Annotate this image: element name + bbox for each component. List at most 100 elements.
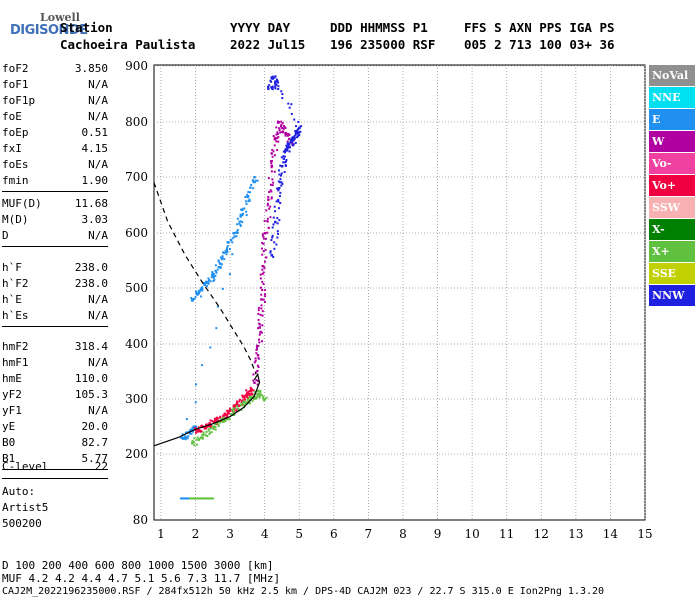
trace-point: [280, 156, 283, 159]
trace-point: [248, 198, 251, 201]
trace-point: [292, 139, 295, 142]
trace-point: [278, 169, 281, 172]
trace-point: [254, 179, 257, 182]
trace-point: [279, 174, 282, 177]
param-label: h`E: [2, 293, 22, 306]
x-tick-label: 6: [330, 527, 338, 541]
trace-point: [214, 423, 217, 426]
trace-point: [287, 143, 291, 146]
trace-point: [226, 250, 229, 253]
trace-point: [209, 346, 212, 349]
trace-point: [276, 132, 279, 135]
trace-point: [285, 158, 288, 161]
trace-point: [275, 78, 278, 81]
trace-point: [201, 437, 204, 440]
trace-point: [261, 314, 264, 317]
trace-point: [200, 295, 203, 298]
param-row-fmin: fmin 1.90: [2, 174, 108, 190]
legend-item-nnw: NNW: [649, 285, 695, 306]
param-value: N/A: [88, 78, 108, 91]
legend-item-vo: Vo+: [649, 175, 695, 196]
trace-point: [228, 407, 231, 410]
trace-point: [258, 333, 261, 336]
trace-point: [282, 155, 285, 158]
trace-point: [284, 151, 287, 154]
trace-point: [251, 393, 254, 396]
profile-curve: [153, 372, 261, 447]
trace-point: [233, 404, 236, 407]
trace-point: [298, 133, 301, 136]
trace-point: [284, 126, 287, 129]
trace-point: [265, 209, 268, 212]
trace-point: [252, 397, 255, 400]
param-value: 3.850: [74, 62, 108, 75]
trace-point: [235, 235, 238, 238]
y-tick-label: 200: [125, 447, 148, 461]
trace-point: [294, 141, 297, 144]
trace-point: [279, 202, 282, 205]
trace-point: [274, 210, 277, 213]
trace-point: [277, 136, 280, 139]
param-separator: [2, 478, 108, 479]
trace-point: [214, 274, 217, 277]
param-label: foE: [2, 110, 22, 123]
trace-point: [228, 418, 231, 421]
trace-point: [269, 160, 272, 163]
trace-point: [231, 237, 234, 240]
trace-point: [263, 260, 266, 263]
trace-point: [275, 126, 278, 129]
trace-point: [190, 497, 193, 500]
trace-point: [275, 140, 278, 143]
param-value: 5.77: [81, 452, 109, 465]
trace-point: [291, 144, 294, 147]
trace-point: [262, 237, 265, 240]
trace-point: [264, 248, 267, 251]
trace-point: [249, 392, 252, 395]
trace-point: [288, 150, 291, 153]
trace-point: [222, 251, 225, 254]
trace-point: [287, 132, 290, 135]
trace-point: [259, 273, 262, 276]
trace-point: [290, 103, 293, 106]
trace-point: [278, 195, 281, 198]
param-row-hme: hmE 110.0: [2, 372, 108, 388]
trace-point: [279, 131, 282, 134]
trace-point: [267, 195, 270, 198]
trace-point: [283, 170, 286, 173]
trace-point: [197, 497, 200, 500]
trace-point: [268, 84, 271, 87]
trace-point: [245, 210, 248, 213]
trace-point: [290, 112, 293, 115]
trace-point: [212, 428, 215, 431]
trace-point: [180, 497, 183, 500]
trace-point: [209, 427, 212, 430]
trace-point: [274, 80, 277, 83]
trace-point: [183, 436, 186, 439]
trace-point: [232, 406, 235, 409]
param-value: 318.4: [74, 340, 108, 353]
trace-point: [239, 223, 242, 226]
trace-point: [184, 497, 187, 500]
trace-point: [246, 391, 249, 394]
trace-point: [210, 431, 213, 434]
trace-point: [205, 434, 208, 437]
logo-digisonde-text: DIGISONDE: [10, 23, 88, 38]
trace-point: [183, 497, 186, 500]
trace-point: [244, 402, 247, 405]
trace-point: [221, 420, 224, 423]
trace-point: [273, 170, 276, 173]
param-label: MUF(D): [2, 197, 42, 210]
trace-point: [191, 442, 194, 445]
trace-point: [215, 417, 218, 420]
trace-point: [259, 331, 262, 334]
trace-point: [260, 247, 263, 250]
trace-point: [204, 497, 207, 500]
param-value: N/A: [88, 110, 108, 123]
trace-point: [258, 326, 261, 329]
trace-point: [270, 86, 273, 89]
trace-point: [270, 152, 273, 155]
trace-point: [203, 283, 206, 286]
trace-point: [294, 130, 297, 133]
trace-point: [277, 85, 280, 88]
trace-point: [239, 224, 242, 227]
